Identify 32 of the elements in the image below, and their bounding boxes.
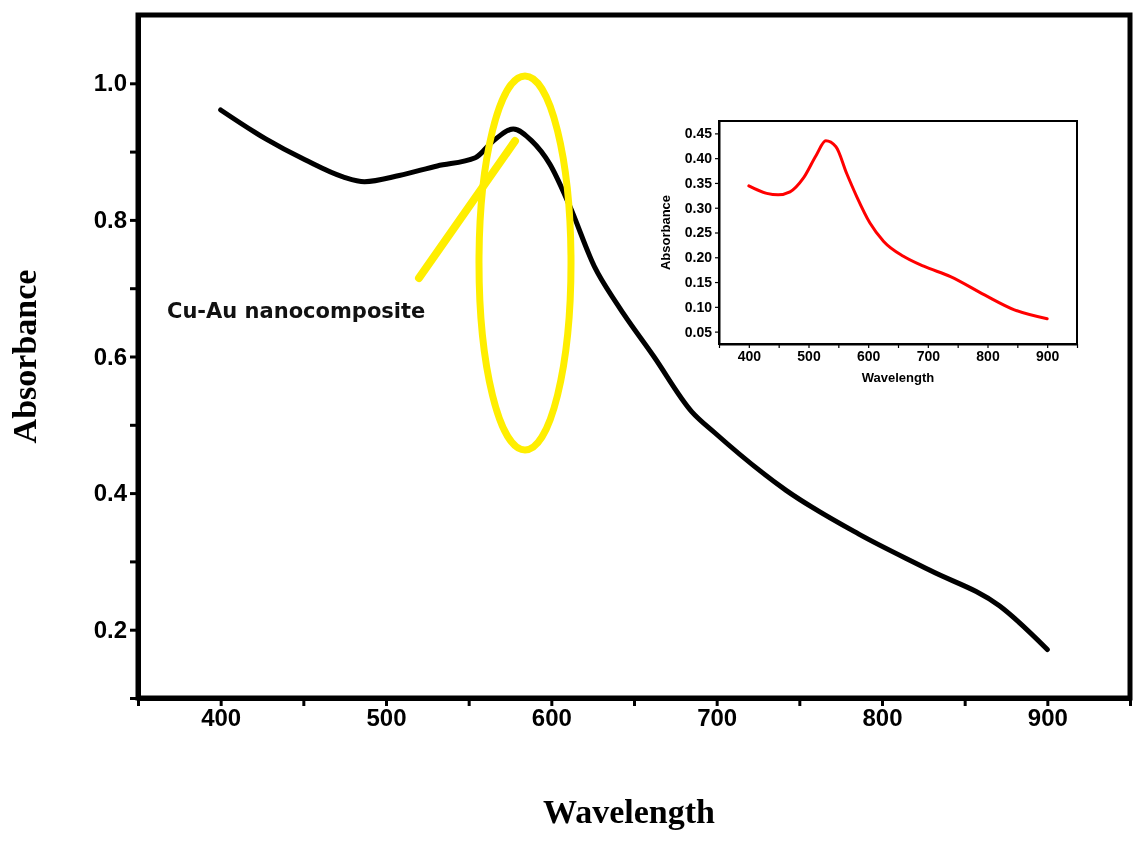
- y-tick-label: 0.05: [684, 323, 713, 340]
- x-tick-label: 400: [737, 347, 762, 364]
- x-tick-label: 900: [1027, 704, 1068, 732]
- y-tick-label: 0.45: [684, 125, 713, 142]
- line-series: [747, 139, 1049, 321]
- y-tick-label: 0.25: [684, 224, 713, 241]
- x-tick-label: 700: [916, 347, 941, 364]
- y-tick-label: 0.40: [684, 150, 713, 167]
- x-axis-title: Wavelength: [861, 370, 935, 385]
- x-tick-label: 600: [856, 347, 881, 364]
- y-tick-label: 0.4: [93, 479, 128, 507]
- x-axis-title: Wavelength: [543, 793, 716, 830]
- annotation: Cu-Au nanocomposite: [167, 299, 426, 323]
- y-tick-label: 0.10: [684, 298, 713, 315]
- x-tick-label: 800: [862, 704, 903, 732]
- x-tick-label: 700: [697, 704, 738, 732]
- x-tick-label: 600: [531, 704, 572, 732]
- y-tick-label: 0.6: [93, 342, 127, 370]
- y-tick-label: 0.15: [684, 274, 713, 291]
- y-tick-label: 0.20: [684, 249, 713, 266]
- x-tick-label: 900: [1035, 347, 1060, 364]
- x-tick-label: 800: [976, 347, 1000, 364]
- x-tick-label: 500: [797, 347, 821, 364]
- y-tick-label: 1.0: [93, 69, 127, 97]
- y-tick-label: 0.35: [684, 174, 713, 191]
- y-axis-title: Absorbance: [658, 194, 674, 271]
- y-tick-label: 0.2: [93, 615, 127, 643]
- y-axis-title: Absorbance: [5, 269, 43, 444]
- x-tick-label: 400: [201, 704, 242, 732]
- y-tick-label: 0.8: [93, 206, 127, 234]
- x-tick-label: 500: [366, 704, 407, 732]
- y-tick-label: 0.30: [684, 199, 713, 216]
